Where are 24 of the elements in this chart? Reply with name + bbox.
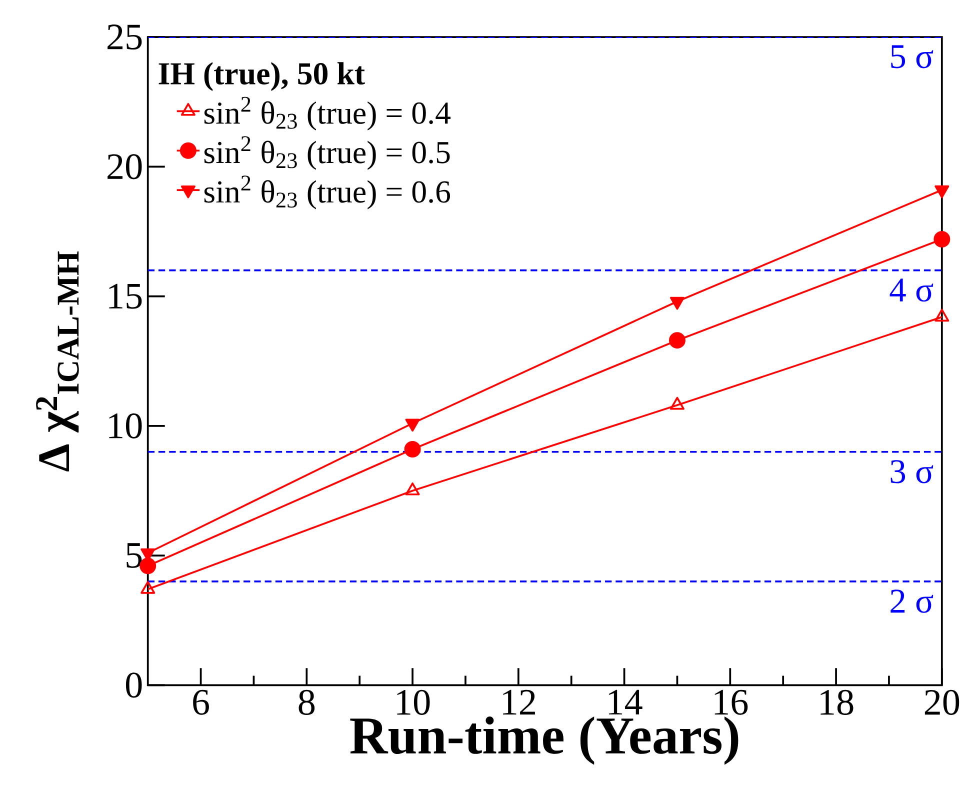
x-tick-label: 18 <box>820 690 854 715</box>
ref-line-label: 2 σ <box>890 590 934 613</box>
x-tick-label: 6 <box>193 690 209 715</box>
x-axis-title: Run-time (Years) <box>350 716 738 765</box>
y-tick-label: 10 <box>109 413 142 438</box>
ref-line-label: 5 σ <box>891 45 934 68</box>
x-tick-label: 16 <box>714 690 748 715</box>
ref-line-label: 3 σ <box>890 460 934 484</box>
legend-label: sin$^{2}$ θ$_{23}$ (true) = 0.6 <box>204 176 450 210</box>
x-tick-label: 14 <box>608 690 642 714</box>
legend-label: sin$^{2}$ θ$_{23}$ (true) = 0.4 <box>204 96 451 130</box>
y-tick-label: 20 <box>108 154 142 180</box>
ref-line-label: 4 σ <box>890 278 934 302</box>
y-tick-label: 25 <box>108 24 142 50</box>
x-tick-label: 10 <box>397 690 430 715</box>
legend-label: sin$^{2}$ θ$_{23}$ (true) = 0.5 <box>204 136 450 170</box>
legend-title: IH (true), 50 kt <box>158 62 365 91</box>
x-tick-label: 8 <box>298 690 315 715</box>
x-tick-label: 12 <box>503 690 535 714</box>
y-tick-label: 15 <box>109 284 142 309</box>
y-tick-label: 0 <box>126 672 142 698</box>
y-tick-label: 5 <box>126 543 142 568</box>
y-axis-title: Δ χ$^{2}$ICAL-MH <box>36 251 79 472</box>
x-tick-label: 20 <box>924 690 960 715</box>
